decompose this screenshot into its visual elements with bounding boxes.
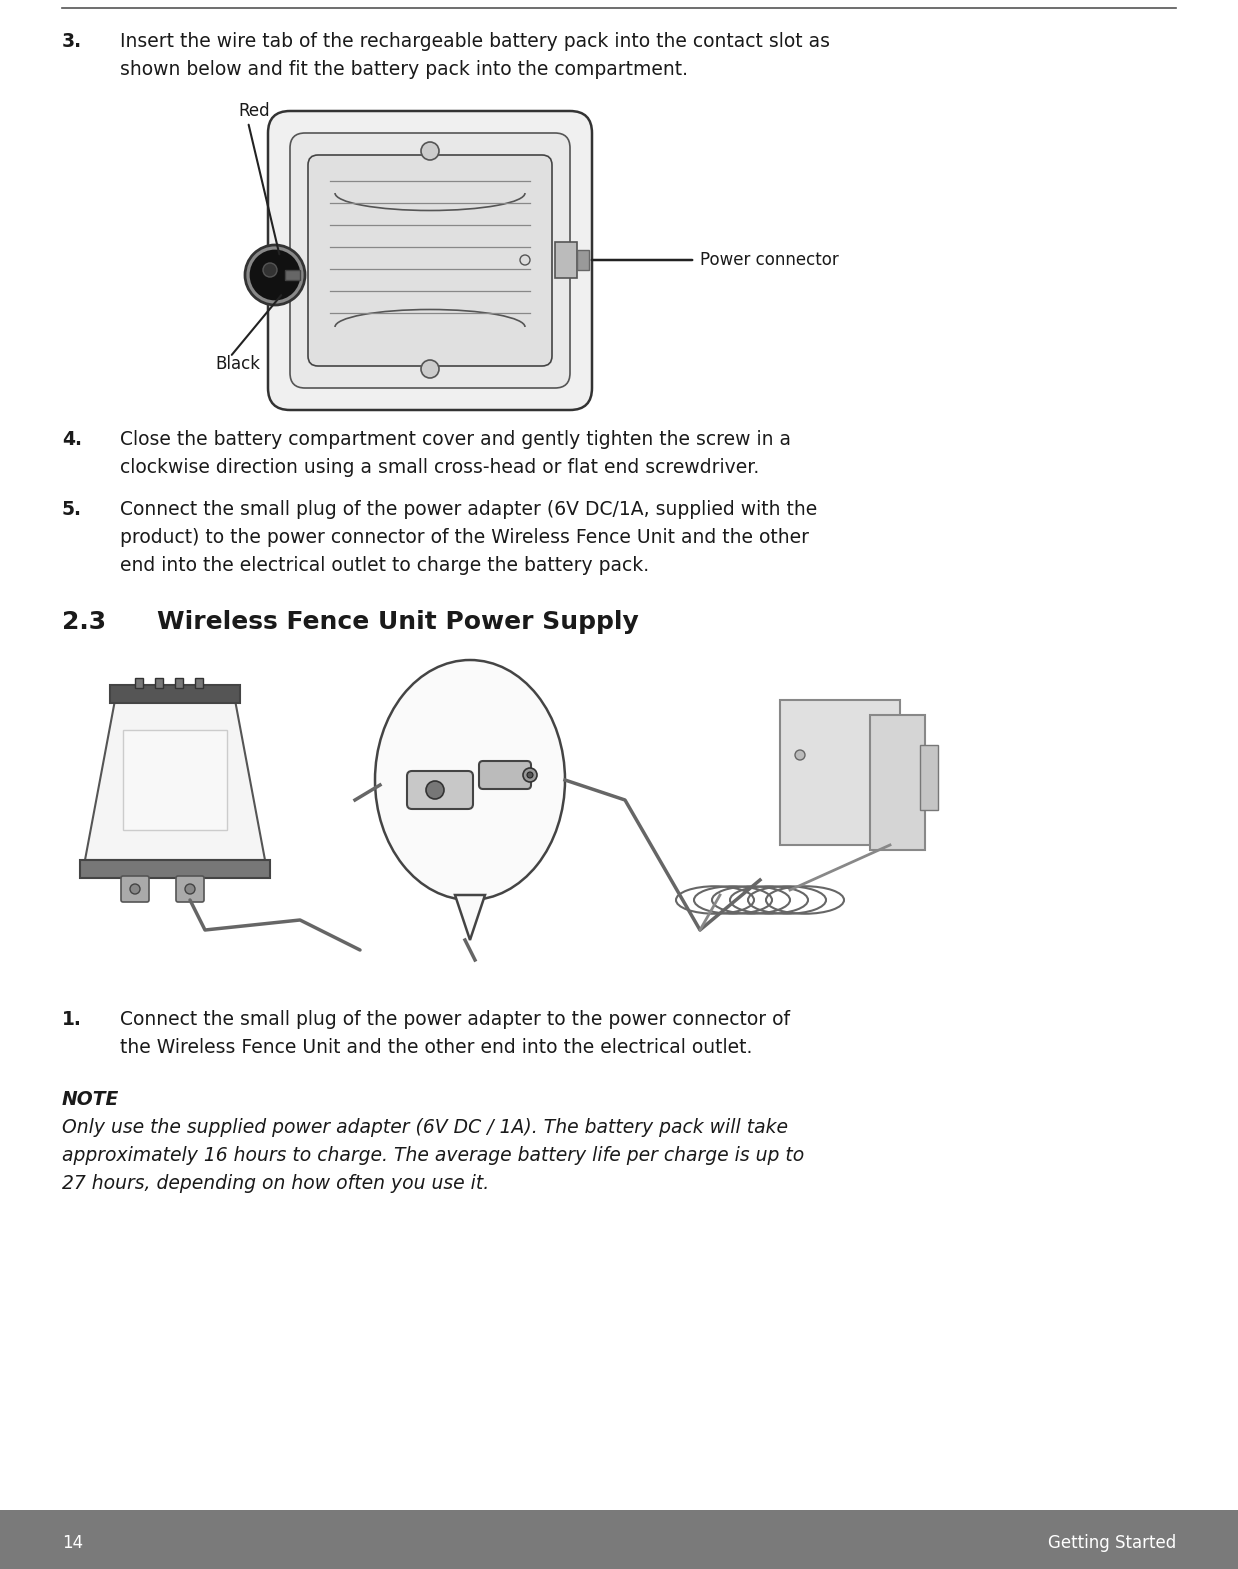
Bar — [175, 678, 183, 687]
Circle shape — [184, 883, 196, 894]
FancyBboxPatch shape — [479, 761, 531, 789]
Circle shape — [262, 264, 277, 278]
Bar — [155, 678, 163, 687]
Text: 27 hours, depending on how often you use it.: 27 hours, depending on how often you use… — [62, 1174, 489, 1192]
Circle shape — [795, 750, 805, 759]
Ellipse shape — [375, 661, 565, 901]
Text: Wireless Fence Unit Power Supply: Wireless Fence Unit Power Supply — [157, 610, 639, 634]
Bar — [285, 270, 300, 279]
Text: shown below and fit the battery pack into the compartment.: shown below and fit the battery pack int… — [120, 60, 688, 78]
Text: Insert the wire tab of the rechargeable battery pack into the contact slot as: Insert the wire tab of the rechargeable … — [120, 31, 829, 52]
Text: Power connector: Power connector — [699, 251, 839, 268]
Text: Connect the small plug of the power adapter (6V DC/1A, supplied with the: Connect the small plug of the power adap… — [120, 501, 817, 519]
FancyBboxPatch shape — [308, 155, 552, 366]
Bar — [920, 745, 938, 810]
FancyBboxPatch shape — [290, 133, 569, 388]
Polygon shape — [456, 894, 485, 940]
Text: Close the battery compartment cover and gently tighten the screw in a: Close the battery compartment cover and … — [120, 430, 791, 449]
Circle shape — [520, 256, 530, 265]
Circle shape — [527, 772, 534, 778]
Circle shape — [421, 359, 439, 378]
Bar — [0, 1509, 1238, 1569]
Circle shape — [130, 883, 140, 894]
Bar — [196, 678, 203, 687]
Circle shape — [245, 245, 305, 304]
Text: Connect the small plug of the power adapter to the power connector of: Connect the small plug of the power adap… — [120, 1010, 790, 1029]
Text: end into the electrical outlet to charge the battery pack.: end into the electrical outlet to charge… — [120, 555, 649, 574]
Bar — [80, 860, 270, 879]
Text: 14: 14 — [62, 1534, 83, 1552]
Circle shape — [421, 143, 439, 160]
Text: Black: Black — [215, 355, 260, 373]
Text: 2.3: 2.3 — [62, 610, 106, 634]
Text: product) to the power connector of the Wireless Fence Unit and the other: product) to the power connector of the W… — [120, 529, 808, 548]
Bar — [123, 730, 227, 830]
Circle shape — [522, 767, 537, 781]
Bar — [780, 700, 900, 846]
Text: NOTE: NOTE — [62, 1090, 119, 1109]
FancyBboxPatch shape — [267, 111, 592, 410]
Circle shape — [426, 781, 444, 799]
Bar — [555, 242, 577, 278]
Text: 1.: 1. — [62, 1010, 82, 1029]
FancyBboxPatch shape — [176, 876, 204, 902]
Text: Only use the supplied power adapter (6V DC / 1A). The battery pack will take: Only use the supplied power adapter (6V … — [62, 1119, 789, 1138]
Bar — [870, 715, 925, 850]
Bar — [135, 678, 144, 687]
Polygon shape — [85, 700, 265, 860]
FancyBboxPatch shape — [121, 876, 149, 902]
Text: Red: Red — [238, 102, 270, 119]
Text: 3.: 3. — [62, 31, 82, 52]
Bar — [577, 249, 589, 270]
Text: 4.: 4. — [62, 430, 82, 449]
FancyBboxPatch shape — [407, 770, 473, 810]
Circle shape — [251, 251, 300, 300]
Text: clockwise direction using a small cross-head or flat end screwdriver.: clockwise direction using a small cross-… — [120, 458, 759, 477]
Text: approximately 16 hours to charge. The average battery life per charge is up to: approximately 16 hours to charge. The av… — [62, 1145, 805, 1166]
Text: the Wireless Fence Unit and the other end into the electrical outlet.: the Wireless Fence Unit and the other en… — [120, 1039, 753, 1058]
Text: Getting Started: Getting Started — [1047, 1534, 1176, 1552]
Bar — [110, 686, 240, 703]
Text: 5.: 5. — [62, 501, 82, 519]
